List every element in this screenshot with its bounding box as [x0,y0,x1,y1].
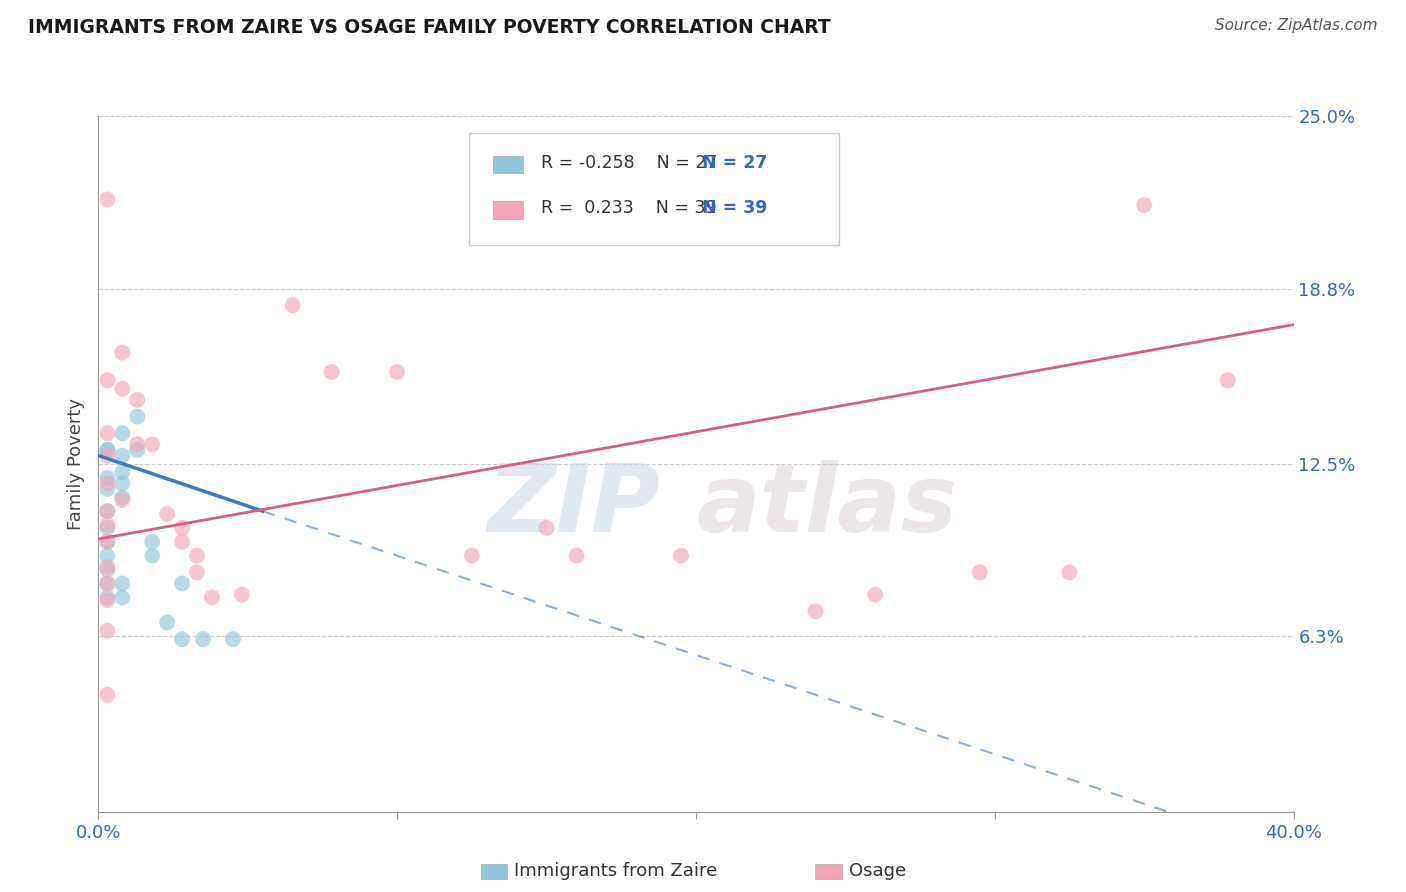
FancyBboxPatch shape [815,863,842,880]
Point [1133,198,1156,212]
Point [186,549,208,563]
Y-axis label: Family Poverty: Family Poverty [67,398,86,530]
Point [96,521,118,535]
Point [127,442,149,457]
Point [669,549,692,563]
FancyBboxPatch shape [494,156,523,173]
Point [96,471,118,485]
Text: N = 39: N = 39 [702,199,768,217]
Point [536,521,558,535]
Point [96,449,118,463]
Text: IMMIGRANTS FROM ZAIRE VS OSAGE FAMILY POVERTY CORRELATION CHART: IMMIGRANTS FROM ZAIRE VS OSAGE FAMILY PO… [28,18,831,37]
FancyBboxPatch shape [494,202,523,219]
Point [127,392,149,407]
Text: R = -0.258    N = 27: R = -0.258 N = 27 [541,153,717,171]
Point [111,465,134,479]
Point [96,426,118,441]
Point [111,476,134,491]
Point [156,507,179,521]
Point [186,566,208,580]
Point [1216,373,1239,387]
Point [96,559,118,574]
Point [96,576,118,591]
Point [96,624,118,638]
Point [96,442,118,457]
Point [156,615,179,630]
Point [96,193,118,207]
Point [222,632,245,647]
Point [565,549,588,563]
Point [96,688,118,702]
Point [111,449,134,463]
Point [96,563,118,577]
Point [96,593,118,607]
Point [172,521,194,535]
Text: N = 27: N = 27 [702,153,768,171]
Point [111,576,134,591]
Point [111,493,134,508]
Point [96,373,118,387]
Text: ZIP: ZIP [488,459,661,551]
Point [191,632,214,647]
Point [127,409,149,424]
Point [96,534,118,549]
Point [201,591,224,605]
Point [111,490,134,504]
FancyBboxPatch shape [481,863,508,880]
Point [172,632,194,647]
Point [865,588,887,602]
Point [96,549,118,563]
Point [111,426,134,441]
Text: atlas: atlas [696,459,957,551]
Point [96,534,118,549]
Text: Osage: Osage [849,862,905,880]
Text: Immigrants from Zaire: Immigrants from Zaire [515,862,717,880]
Point [96,518,118,533]
Point [96,442,118,457]
FancyBboxPatch shape [470,134,839,244]
Point [96,504,118,518]
Point [281,298,304,312]
Point [804,604,827,618]
Text: Source: ZipAtlas.com: Source: ZipAtlas.com [1215,18,1378,33]
Point [96,591,118,605]
Point [461,549,484,563]
Point [141,437,163,451]
Point [96,476,118,491]
Point [96,482,118,496]
Point [127,437,149,451]
Point [385,365,409,379]
Point [141,549,163,563]
Point [172,576,194,591]
Point [141,534,163,549]
Point [96,576,118,591]
Point [96,504,118,518]
Point [111,591,134,605]
Point [111,382,134,396]
Text: R =  0.233    N = 39: R = 0.233 N = 39 [541,199,716,217]
Point [111,345,134,359]
Point [172,534,194,549]
Point [1059,566,1081,580]
Point [969,566,991,580]
Point [231,588,253,602]
Point [321,365,343,379]
